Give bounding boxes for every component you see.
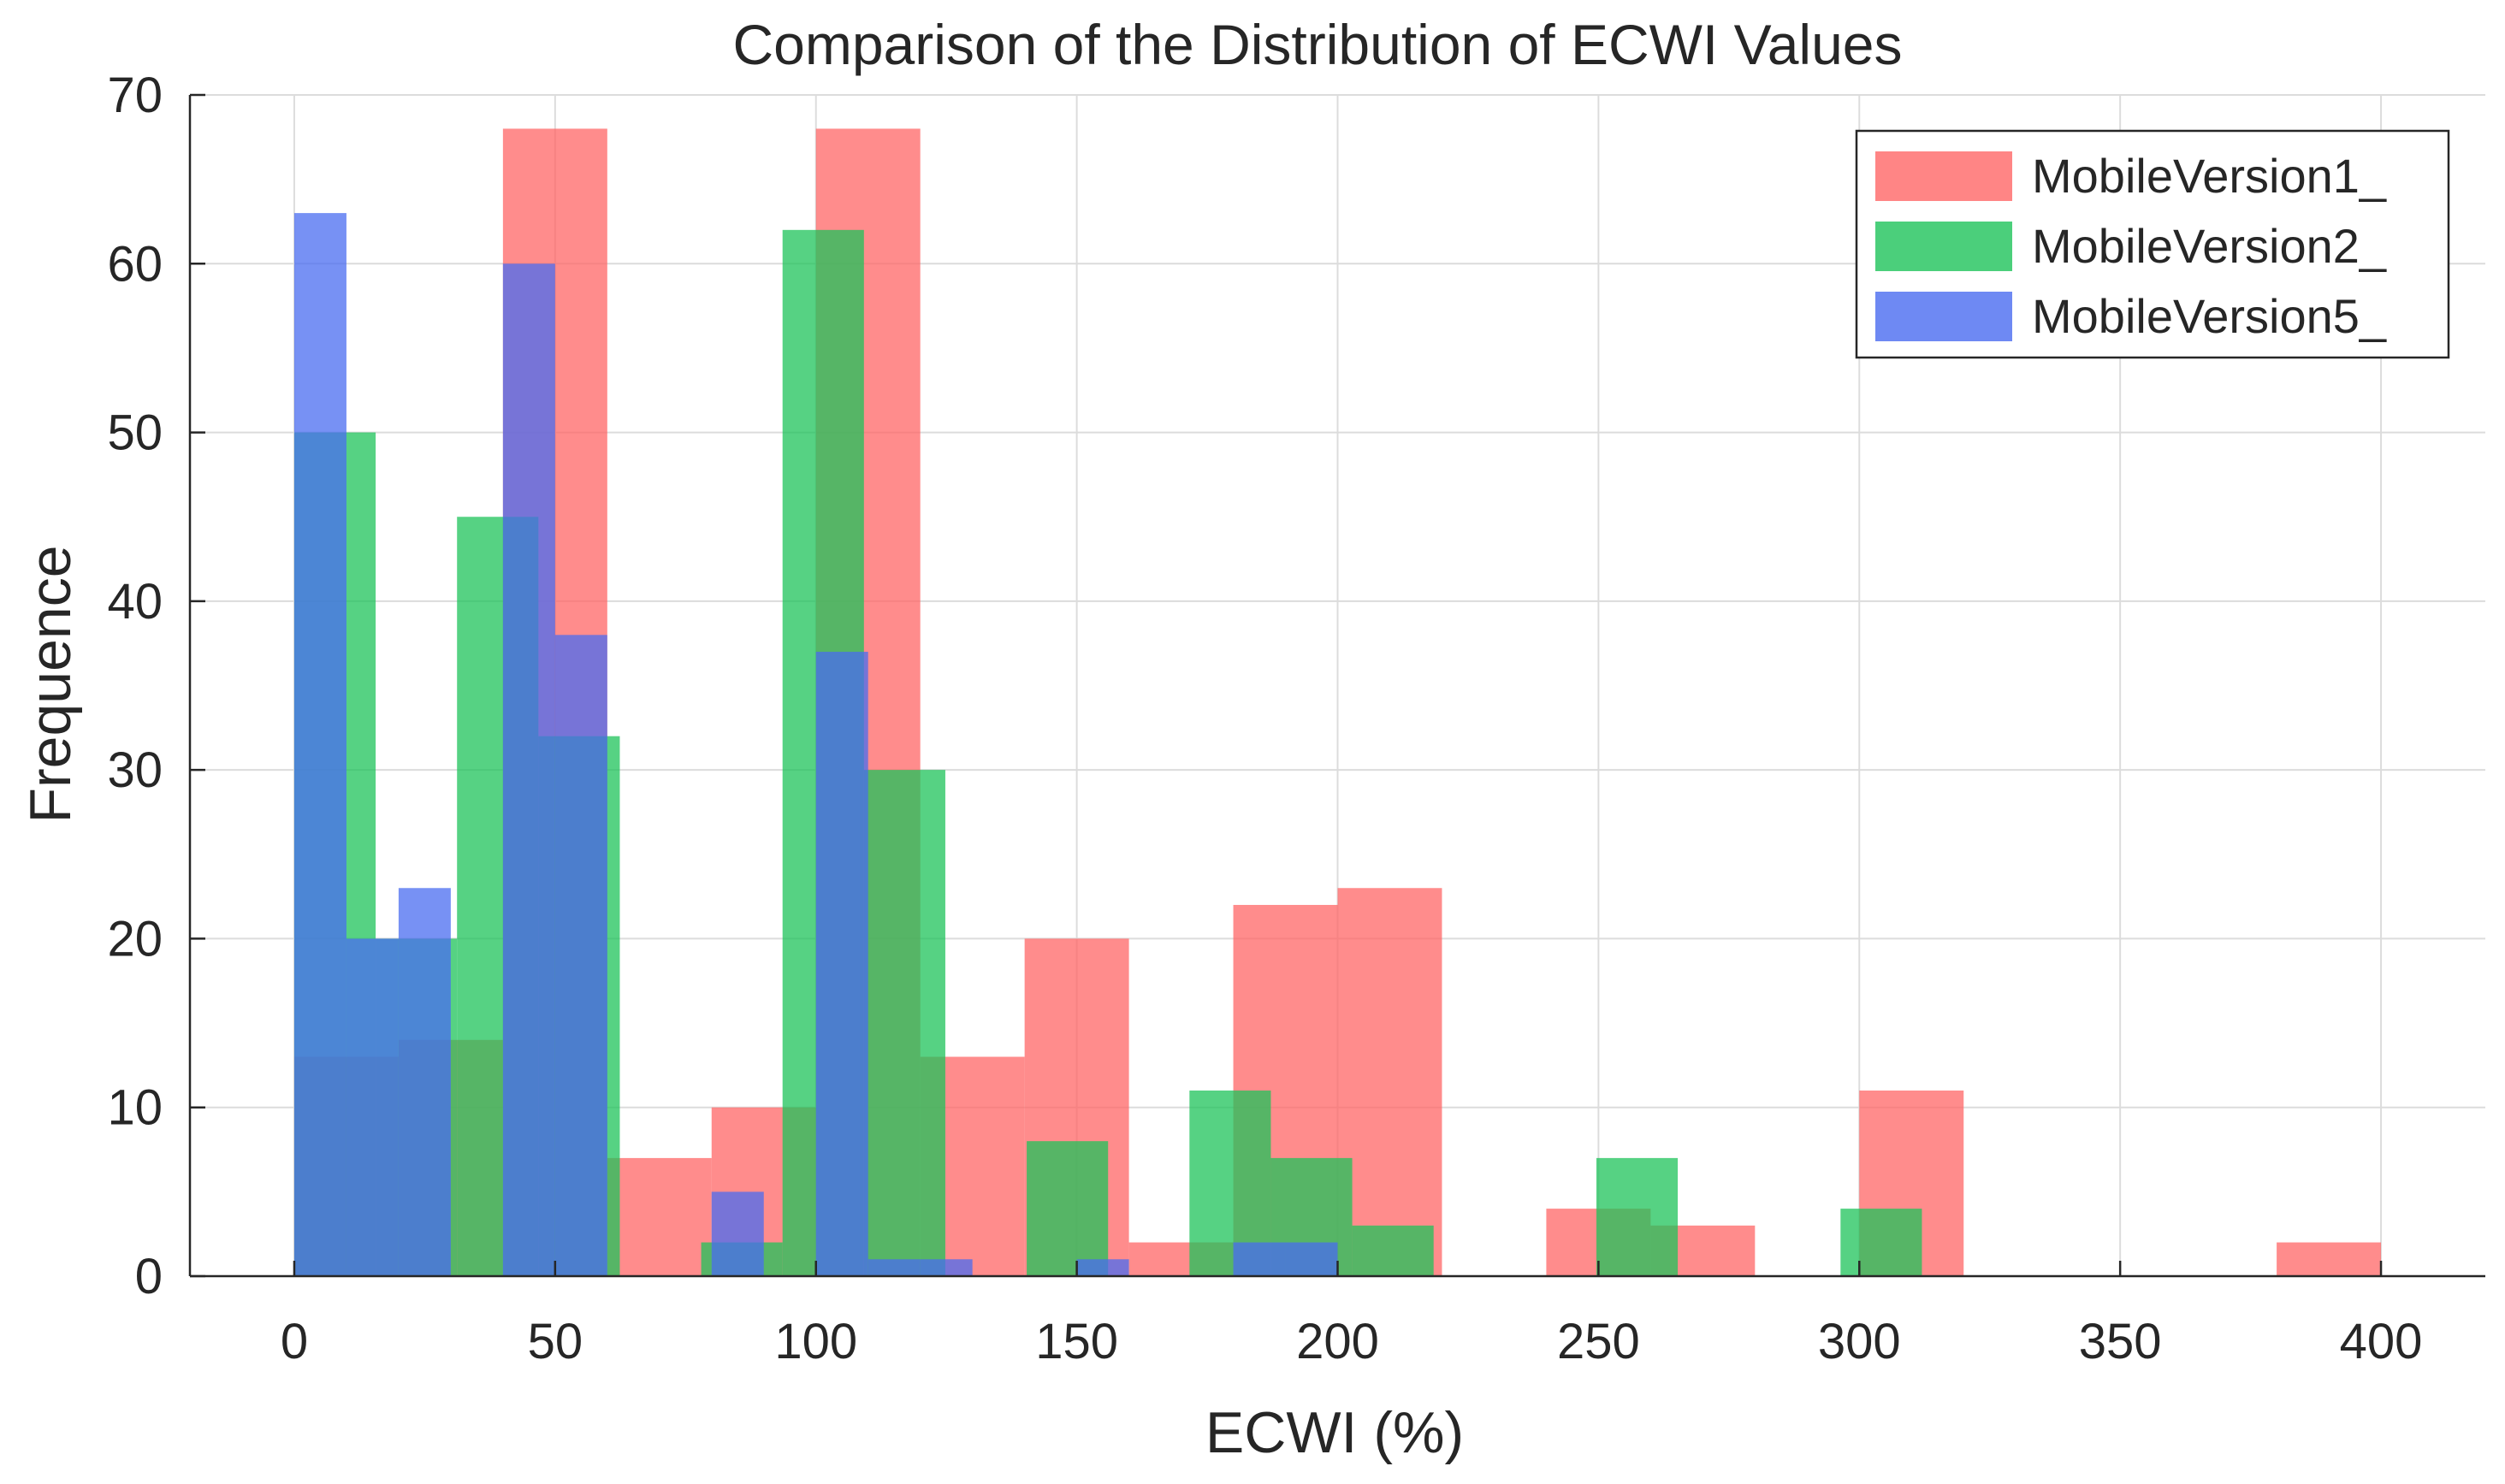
histogram-bar-series-1 [2277,1242,2382,1276]
histogram-bar-series-2 [1027,1141,1109,1276]
histogram-bar-series-3 [868,1259,921,1276]
x-tick-label: 50 [528,1314,583,1369]
histogram-bar-series-3 [554,635,607,1276]
legend-label: MobileVersion2_ [2032,219,2387,273]
x-tick-label: 350 [2079,1314,2162,1369]
x-axis-label: ECWI (%) [1205,1400,1464,1465]
histogram-bar-series-3 [293,213,346,1277]
histogram-bar-series-3 [1076,1259,1129,1276]
histogram-bar-series-1 [607,1157,712,1276]
histogram-bar-series-3 [398,888,451,1276]
y-tick-label: 70 [107,68,163,123]
x-tick-label: 300 [1818,1314,1901,1369]
histogram-bar-series-1 [1337,888,1442,1276]
y-tick-label: 50 [107,405,163,461]
legend: MobileVersion1_ MobileVersion2_ MobileVers… [1855,129,2450,359]
histogram-bar-series-2 [1840,1209,1922,1276]
axes: 0 50 100 150 200 250 300 350 400 0 10 20 30 40 50 60 70 [107,68,2485,1369]
legend-swatch [1875,151,2012,201]
y-tick-label: 0 [135,1249,163,1304]
histogram-bar-series-3 [1285,1242,1338,1276]
y-axis-label: Frequence [18,545,83,823]
x-tick-label: 250 [1557,1314,1640,1369]
y-tick-label: 30 [107,742,163,798]
histogram-bar-series-3 [711,1191,764,1276]
legend-swatch [1875,222,2012,271]
y-tick-label: 10 [107,1080,163,1136]
bars [293,128,2382,1277]
histogram-bar-series-2 [1596,1157,1679,1276]
y-tick-label: 20 [107,911,163,967]
histogram-bar-series-3 [1233,1242,1286,1276]
legend-label: MobileVersion1_ [2032,149,2387,203]
x-tick-label: 0 [281,1314,308,1369]
legend-swatch [1875,292,2012,341]
y-tick-label: 40 [107,574,163,630]
histogram-bar-series-3 [346,938,399,1276]
histogram-bar-series-3 [815,652,868,1276]
x-tick-label: 150 [1035,1314,1118,1369]
histogram-bar-series-2 [863,770,945,1276]
chart-title: Comparison of the Distribution of ECWI V… [732,13,1902,76]
x-tick-label: 200 [1296,1314,1379,1369]
legend-label: MobileVersion5_ [2032,289,2387,343]
histogram-bar-series-2 [1352,1225,1434,1276]
histogram-bar-series-3 [920,1259,973,1276]
x-tick-label: 100 [774,1314,857,1369]
histogram-bar-series-3 [502,263,555,1277]
x-tick-label: 400 [2340,1314,2423,1369]
y-tick-label: 60 [107,236,163,292]
